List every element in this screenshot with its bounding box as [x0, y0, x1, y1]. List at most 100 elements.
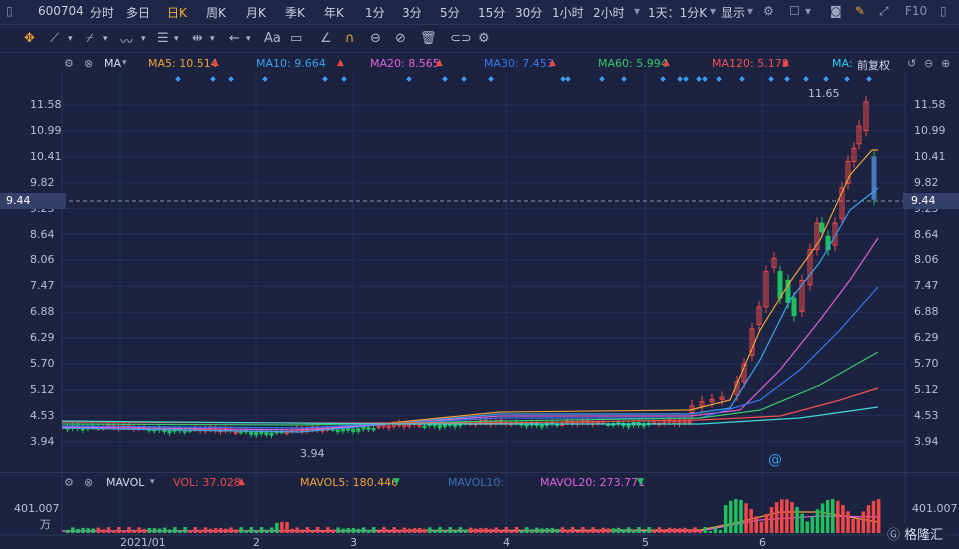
zoom-in-icon[interactable]: ⊕ — [941, 57, 951, 70]
tab-period-5[interactable]: 季K — [285, 6, 305, 20]
vol-chevron-icon[interactable]: ▾ — [150, 477, 155, 487]
checkbox-icon[interactable]: ☐ — [789, 4, 800, 18]
tab-period-13[interactable]: 2小时 — [593, 6, 625, 20]
tab-period-9[interactable]: 5分 — [440, 6, 460, 20]
top-toolbar: ▯ 600704 分时 多日 日K 周K 月K 季K 年K 1分 3分 5分 1… — [0, 0, 959, 25]
tab-period-6[interactable]: 年K — [324, 6, 344, 20]
volume-bar — [321, 530, 325, 533]
fibonacci-tool-chevron-icon[interactable]: ▾ — [174, 34, 179, 44]
camera-icon[interactable]: ◙ — [830, 4, 842, 18]
channel-tool-chevron-icon[interactable]: ▾ — [103, 34, 108, 44]
volume-bar — [356, 528, 361, 533]
ma-close-icon[interactable]: ⊗ — [84, 57, 94, 70]
pen-icon[interactable]: ✎ — [855, 4, 866, 18]
candle-body — [213, 427, 218, 432]
range-tool-chevron-icon[interactable]: ▾ — [210, 34, 215, 44]
panel-icon[interactable]: ▯ — [940, 4, 947, 18]
stock-code[interactable]: 600704 — [38, 4, 84, 18]
checkbox-chevron-icon[interactable]: ▾ — [805, 4, 812, 18]
text-tool-icon[interactable]: Aa — [264, 31, 281, 46]
zoom-out-icon[interactable]: ⊖ — [924, 57, 934, 70]
tab-period-2[interactable]: 日K — [167, 6, 187, 20]
channel-tool-icon[interactable]: ⌿ — [86, 31, 94, 46]
candle-body — [300, 428, 305, 432]
vol-settings-gear-icon[interactable]: ⚙ — [64, 476, 74, 489]
candle-body — [575, 421, 580, 425]
volume-legend: ⚙ ⊗ MAVOL ▾ VOL: 37.028 ▲ MAVOL5: 180.44… — [0, 472, 959, 491]
hide-drawing-icon[interactable]: ⊘ — [395, 31, 406, 46]
fibonacci-tool-icon[interactable]: ☰ — [157, 31, 169, 46]
tab-period-12[interactable]: 1小时 — [552, 6, 584, 20]
volume-bar — [361, 527, 366, 533]
candle-body — [305, 428, 310, 432]
range-tool-icon[interactable]: ⇹ — [192, 31, 203, 46]
adjust-mode[interactable]: 前复权 — [857, 59, 890, 72]
volume-bar — [137, 527, 141, 533]
volume-bar — [326, 527, 330, 533]
volume-bar — [254, 530, 259, 533]
display-chevron-icon[interactable]: ▾ — [747, 4, 754, 18]
volume-bar — [351, 527, 356, 533]
settings-gear-icon[interactable]: ⚙ — [763, 4, 774, 18]
tab-period-11[interactable]: 30分 — [515, 6, 543, 20]
candle-body — [131, 426, 136, 430]
tab-period-4[interactable]: 月K — [246, 6, 266, 20]
link-icon[interactable]: ⊂⊃ — [450, 31, 472, 46]
candle-body — [709, 398, 715, 403]
signal-marker — [768, 76, 774, 82]
ma-chevron-icon[interactable]: ▾ — [122, 58, 127, 68]
tab-period-7[interactable]: 1分 — [365, 6, 385, 20]
candle-body — [550, 421, 554, 425]
f10-button[interactable]: F10 — [905, 4, 928, 18]
ma-settings-gear-icon[interactable]: ⚙ — [64, 57, 74, 70]
reset-icon[interactable]: ↺ — [907, 57, 917, 70]
wave-tool-chevron-icon[interactable]: ▾ — [141, 34, 146, 44]
lock-drawing-icon[interactable]: ⊖ — [370, 31, 381, 46]
arrow-tool-icon[interactable]: ← — [229, 31, 240, 46]
trash-icon[interactable]: 🗑 — [420, 31, 437, 46]
line-tool-chevron-icon[interactable]: ▾ — [68, 34, 73, 44]
comment-tool-icon[interactable]: ▭ — [290, 31, 303, 46]
line-tool-icon[interactable]: ⟋ — [50, 31, 60, 46]
ma-indicator-name[interactable]: MA — [104, 57, 122, 70]
signal-marker — [228, 76, 234, 82]
vol-indicator-name[interactable]: MAVOL — [106, 476, 145, 489]
vol-close-icon[interactable]: ⊗ — [84, 476, 94, 489]
signal-marker — [560, 76, 566, 82]
sidebar-toggle-icon[interactable]: ▯ — [6, 4, 13, 18]
volume-bar — [678, 528, 682, 533]
date-tick: 2 — [253, 536, 260, 549]
candle-body — [763, 271, 769, 308]
magnet-icon[interactable]: ∩ — [345, 31, 355, 46]
event-marker-icon[interactable]: @ — [768, 452, 782, 468]
signal-marker — [442, 76, 448, 82]
candle-body — [529, 422, 534, 426]
volume-bar — [463, 529, 468, 533]
tab-period-3[interactable]: 周K — [206, 6, 226, 20]
candle-body — [101, 426, 106, 430]
ma10-up-arrow-icon: ▲ — [337, 58, 344, 68]
fullscreen-icon[interactable]: ⤢ — [879, 4, 889, 18]
volume-bar — [71, 527, 75, 533]
wave-tool-icon[interactable]: 〰 — [120, 35, 134, 50]
ma30-up-arrow-icon: ▲ — [549, 58, 556, 68]
draw-settings-icon[interactable]: ⚙ — [478, 31, 490, 46]
volume-bar — [525, 527, 529, 533]
period-select[interactable]: 1天：1分K — [648, 6, 708, 20]
period-select-chevron-icon[interactable]: ▾ — [710, 4, 717, 18]
candle-body — [814, 222, 820, 251]
price-tick-right: 8.06 — [914, 253, 939, 267]
arrow-tool-chevron-icon[interactable]: ▾ — [246, 34, 251, 44]
period-more-icon[interactable]: ▾ — [634, 4, 641, 18]
candle-body — [606, 423, 611, 427]
volume-bar — [657, 527, 662, 533]
ruler-tool-icon[interactable]: ∠ — [320, 31, 332, 46]
display-menu[interactable]: 显示 — [721, 6, 746, 20]
tab-period-8[interactable]: 3分 — [402, 6, 422, 20]
move-cross-icon[interactable]: ✥ — [24, 31, 35, 46]
volume-bar — [219, 528, 223, 533]
tab-period-10[interactable]: 15分 — [478, 6, 506, 20]
tab-period-0[interactable]: 分时 — [90, 6, 115, 20]
tab-period-1[interactable]: 多日 — [126, 6, 151, 20]
